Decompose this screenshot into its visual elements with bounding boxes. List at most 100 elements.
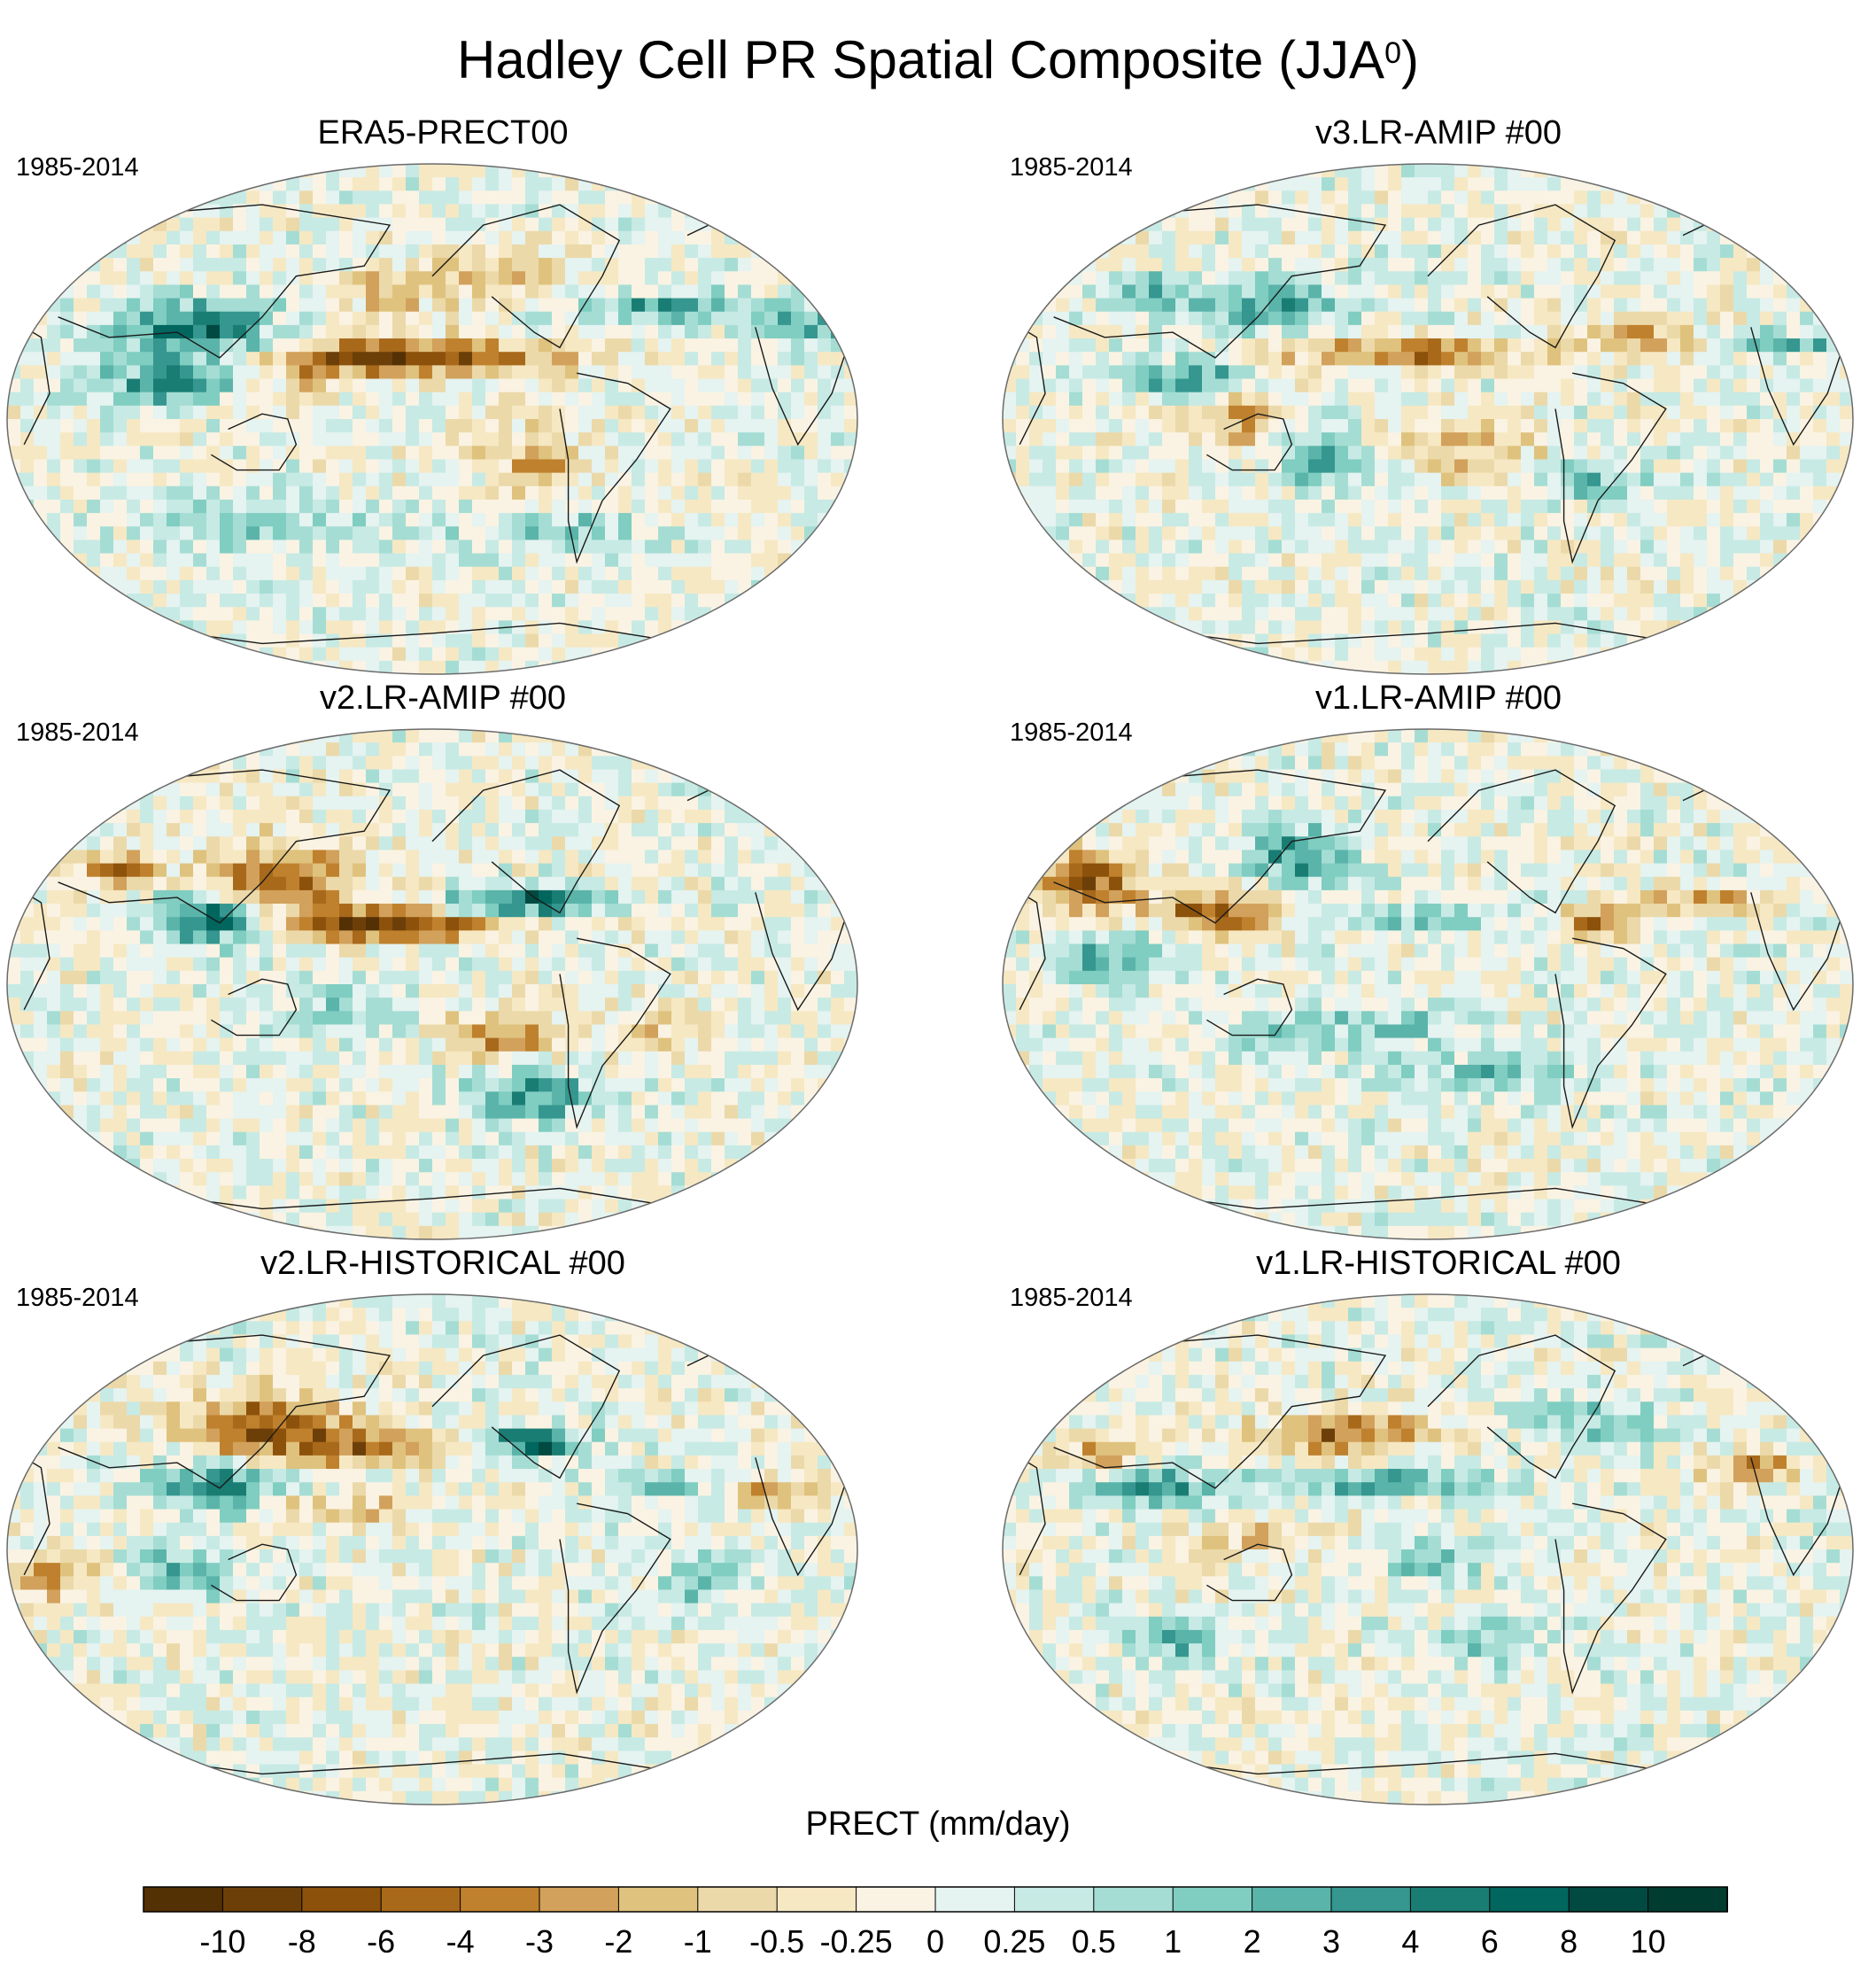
field-cell [831,729,845,743]
field-cell [844,432,857,446]
field-cell [1707,177,1721,191]
field-cell [1096,419,1110,433]
field-cell [1122,607,1136,621]
field-cell [326,378,340,393]
field-cell [1308,647,1322,662]
field-cell [406,405,420,420]
field-cell [1029,446,1043,461]
field-cell [220,607,234,621]
field-cell [1415,338,1429,353]
field-cell [645,284,659,299]
field-cell [1056,499,1070,514]
field-cell [658,204,672,219]
field-cell [1415,392,1429,407]
field-cell [764,499,779,514]
field-cell [698,258,712,272]
field-cell [1069,566,1083,581]
field-cell [1308,271,1322,286]
field-cell [1534,660,1548,674]
field-cell [153,217,167,232]
field-cell [406,338,420,353]
field-cell [1268,660,1283,674]
field-cell [1029,284,1043,299]
field-cell [632,594,646,608]
field-cell [1773,633,1787,648]
field-cell [804,217,818,232]
field-cell [1215,324,1229,339]
field-cell [1096,499,1110,514]
field-cell [791,204,805,219]
field-cell [1282,607,1296,621]
field-cell [1494,459,1508,474]
field-cell [1361,392,1376,407]
field-cell [140,352,154,366]
field-cell [1587,472,1601,487]
field-cell [1029,633,1043,648]
field-cell [1840,378,1853,393]
field-cell [1109,378,1123,393]
field-cell [1747,660,1761,674]
field-cell [1800,217,1814,232]
field-cell [618,553,632,568]
field-cell [20,594,35,608]
field-cell [140,271,154,286]
field-cell [1375,513,1389,527]
field-cell [1747,324,1761,339]
field-cell [499,392,513,407]
field-cell [1282,298,1296,313]
field-cell [1508,432,1522,446]
field-cell [233,258,247,272]
field-cell [1826,324,1841,339]
field-cell [618,660,632,674]
field-cell [1056,647,1070,662]
field-cell [685,579,699,594]
field-cell [446,365,460,380]
field-cell [74,204,88,219]
field-cell [791,190,805,206]
field-cell [1215,352,1229,366]
field-cell [485,190,500,206]
field-cell [1614,540,1628,555]
field-cell [525,298,539,313]
field-cell [1056,419,1070,433]
field-cell [512,271,526,286]
field-cell [1601,284,1615,299]
field-cell [193,324,207,339]
field-cell [1361,526,1376,541]
field-cell [1268,271,1283,286]
field-cell [233,271,247,286]
field-cell [1680,204,1694,219]
field-cell [764,284,779,299]
field-cell [791,324,805,339]
field-cell [113,660,128,674]
field-cell [1361,217,1376,232]
field-cell [1547,258,1562,272]
field-cell [379,271,393,286]
field-cell [1388,271,1402,286]
field-cell [100,352,114,366]
field-cell [1082,432,1097,446]
field-cell [392,352,407,366]
field-cell [1255,244,1269,259]
field-cell [1029,164,1043,178]
field-cell [632,485,646,501]
field-cell [1773,352,1787,366]
field-cell [7,230,21,245]
field-cell [1733,365,1748,380]
field-cell [74,405,88,420]
field-cell [764,190,779,206]
field-cell [1242,419,1256,433]
field-cell [751,230,765,245]
field-cell [751,311,765,326]
field-cell [87,633,101,648]
field-cell [406,499,420,514]
field-cell [20,607,35,621]
field-cell [818,324,832,339]
field-cell [339,338,353,353]
field-cell [113,217,128,232]
field-cell [1162,526,1176,541]
field-cell [339,499,353,514]
field-cell [87,338,101,353]
field-cell [512,392,526,407]
field-cell [127,204,141,219]
